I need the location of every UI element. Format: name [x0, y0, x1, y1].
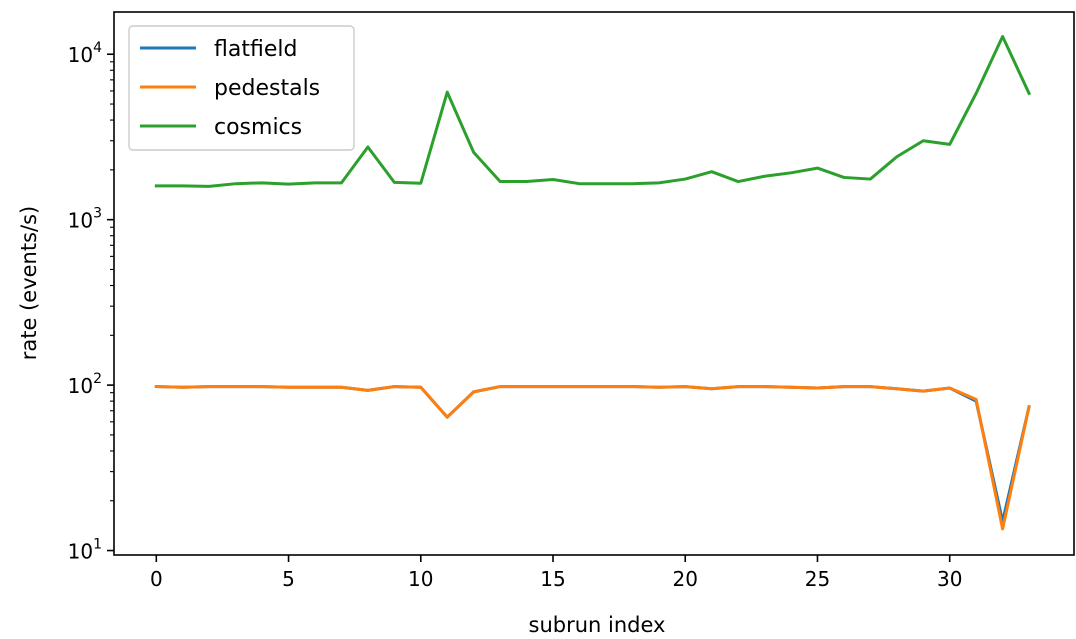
y-tick-label-10: 101: [68, 537, 102, 564]
legend: flatfield pedestals cosmics: [128, 25, 355, 151]
x-tick-label-20: 20: [673, 567, 698, 591]
series-layer: [154, 35, 1032, 531]
x-axis-label: subrun index: [529, 613, 666, 637]
y-tick-label-10000: 104: [68, 40, 102, 67]
plot-frame: [113, 11, 1075, 556]
legend-label-flatfield: flatfield: [214, 37, 297, 62]
x-tick-label-25: 25: [805, 567, 830, 591]
legend-label-pedestals: pedestals: [214, 76, 320, 101]
x-axis: 0 5 10 15 20 25 30: [150, 555, 962, 591]
legend-box: [128, 25, 355, 151]
x-tick-label-0: 0: [150, 567, 163, 591]
y-axis: 101 102 103 104: [68, 40, 114, 564]
x-tick-label-10: 10: [408, 567, 433, 591]
x-tick-label-30: 30: [937, 567, 962, 591]
x-tick-label-5: 5: [282, 567, 295, 591]
x-tick-label-15: 15: [540, 567, 565, 591]
series-line-pedestals: [154, 385, 1031, 531]
y-tick-label-1000: 103: [68, 206, 102, 233]
y-tick-label-100: 102: [68, 371, 102, 398]
y-axis-label: rate (events/s): [17, 206, 41, 361]
legend-label-cosmics: cosmics: [214, 115, 302, 140]
series-line-cosmics: [154, 35, 1032, 188]
